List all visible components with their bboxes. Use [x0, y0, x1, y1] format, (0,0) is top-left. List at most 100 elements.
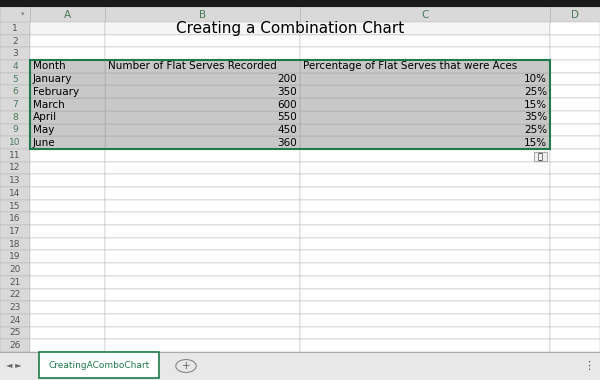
Text: 11: 11: [9, 151, 21, 160]
Text: 1: 1: [12, 24, 18, 33]
Bar: [550, 48, 600, 60]
Bar: [550, 111, 600, 124]
Bar: [550, 174, 600, 187]
Text: 600: 600: [277, 100, 297, 109]
Bar: [30, 149, 105, 162]
Bar: [550, 98, 600, 111]
Bar: [300, 301, 550, 314]
Bar: [105, 149, 300, 162]
Bar: [30, 250, 105, 263]
Bar: [30, 22, 105, 35]
Bar: [550, 238, 600, 250]
Text: 10: 10: [9, 138, 21, 147]
Bar: [30, 174, 105, 187]
Bar: [550, 288, 600, 301]
Bar: [0, 35, 30, 48]
Bar: [0, 111, 30, 124]
Bar: [0, 301, 30, 314]
Text: 17: 17: [9, 227, 21, 236]
Text: 20: 20: [10, 265, 20, 274]
Bar: [105, 73, 300, 86]
Bar: [300, 7, 550, 22]
Bar: [30, 136, 105, 149]
Text: ◄ ►: ◄ ►: [6, 361, 22, 370]
Text: January: January: [33, 74, 73, 84]
Bar: [105, 301, 300, 314]
Bar: [105, 136, 300, 149]
Bar: [300, 48, 550, 60]
Text: 25%: 25%: [524, 125, 547, 135]
Text: 15: 15: [9, 201, 21, 211]
Bar: [300, 174, 550, 187]
Text: D: D: [571, 10, 579, 19]
Bar: [300, 212, 550, 225]
Bar: [300, 276, 550, 288]
Bar: [0, 60, 30, 73]
Bar: [0, 339, 30, 352]
Bar: [30, 73, 105, 86]
Text: 350: 350: [277, 87, 297, 97]
Text: 7: 7: [12, 100, 18, 109]
Bar: [300, 187, 550, 200]
Bar: [105, 162, 300, 174]
Text: 8: 8: [12, 113, 18, 122]
Bar: [105, 288, 300, 301]
Bar: [0, 238, 30, 250]
Text: 9: 9: [12, 125, 18, 135]
Bar: [550, 225, 600, 238]
Bar: [0, 263, 30, 276]
Bar: [0, 149, 30, 162]
Bar: [0, 73, 30, 86]
Text: 21: 21: [10, 278, 20, 287]
Bar: [30, 98, 105, 111]
Text: 16: 16: [9, 214, 21, 223]
Bar: [0, 162, 30, 174]
Bar: [105, 250, 300, 263]
Bar: [300, 35, 550, 48]
Bar: [0, 22, 30, 35]
Text: 25%: 25%: [524, 87, 547, 97]
Bar: [550, 276, 600, 288]
Bar: [105, 314, 300, 327]
Bar: [30, 301, 105, 314]
Bar: [550, 7, 600, 22]
Bar: [105, 86, 300, 98]
Bar: [0, 276, 30, 288]
Text: 19: 19: [9, 252, 21, 261]
Bar: [550, 73, 600, 86]
Bar: [550, 314, 600, 327]
Bar: [550, 327, 600, 339]
Bar: [550, 35, 600, 48]
Text: 2: 2: [12, 36, 18, 46]
Bar: [105, 187, 300, 200]
Bar: [30, 48, 105, 60]
Text: February: February: [33, 87, 79, 97]
Bar: [105, 22, 300, 35]
Bar: [30, 276, 105, 288]
Bar: [30, 60, 105, 73]
Text: ▾: ▾: [21, 11, 24, 17]
Bar: [105, 212, 300, 225]
Text: 4: 4: [12, 62, 18, 71]
Bar: [0, 86, 30, 98]
Bar: [0, 124, 30, 136]
Text: 5: 5: [12, 74, 18, 84]
Text: 550: 550: [277, 112, 297, 122]
Bar: [0, 250, 30, 263]
Bar: [105, 48, 300, 60]
Bar: [300, 86, 550, 98]
Text: C: C: [421, 10, 428, 19]
Bar: [300, 238, 550, 250]
Bar: [0, 225, 30, 238]
Text: 13: 13: [9, 176, 21, 185]
Text: 15%: 15%: [524, 138, 547, 147]
Bar: [550, 162, 600, 174]
Text: Number of Flat Serves Recorded: Number of Flat Serves Recorded: [108, 62, 277, 71]
Bar: [0, 314, 30, 327]
Bar: [0, 136, 30, 149]
Bar: [30, 111, 105, 124]
Bar: [534, 152, 547, 161]
Bar: [105, 98, 300, 111]
Bar: [550, 86, 600, 98]
Bar: [30, 288, 105, 301]
